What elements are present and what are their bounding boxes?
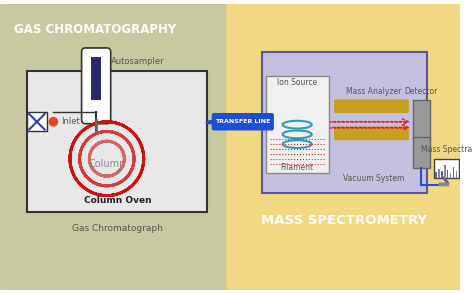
Text: Autosampler: Autosampler [111,57,164,66]
FancyBboxPatch shape [438,183,449,186]
FancyBboxPatch shape [262,52,428,193]
Text: Mass Spectra: Mass Spectra [421,145,473,154]
FancyBboxPatch shape [226,3,461,291]
Text: MASS SPECTROMETRY: MASS SPECTROMETRY [261,214,427,227]
Text: Detector: Detector [404,86,437,96]
Circle shape [48,117,58,127]
Bar [435,172,437,178]
FancyBboxPatch shape [434,159,459,178]
Text: Mass Analyzer: Mass Analyzer [346,86,401,96]
Bar [456,171,457,178]
FancyBboxPatch shape [27,112,46,131]
Bar [450,173,451,178]
Bar [441,171,443,178]
Text: Vacuum System: Vacuum System [343,174,405,183]
FancyBboxPatch shape [27,71,207,212]
FancyBboxPatch shape [212,113,274,131]
FancyBboxPatch shape [91,57,101,100]
Text: Gas Chromatograph: Gas Chromatograph [72,224,163,233]
Text: GAS CHROMATOGRAPHY: GAS CHROMATOGRAPHY [14,23,176,36]
FancyBboxPatch shape [413,100,430,139]
FancyBboxPatch shape [0,3,232,291]
Bar [453,167,454,178]
Text: Inlet: Inlet [61,117,80,126]
Text: TRANSFER LINE: TRANSFER LINE [215,119,271,124]
FancyBboxPatch shape [82,48,111,124]
Bar [447,170,448,178]
Bar [444,165,446,178]
FancyBboxPatch shape [266,76,329,173]
FancyBboxPatch shape [334,127,409,140]
FancyBboxPatch shape [334,99,409,113]
Text: Ion Source: Ion Source [277,78,317,87]
Text: Column Oven: Column Oven [84,196,151,205]
Text: Filament: Filament [281,163,314,171]
Bar [438,169,440,178]
FancyBboxPatch shape [413,137,430,168]
Text: Column: Column [88,158,126,168]
